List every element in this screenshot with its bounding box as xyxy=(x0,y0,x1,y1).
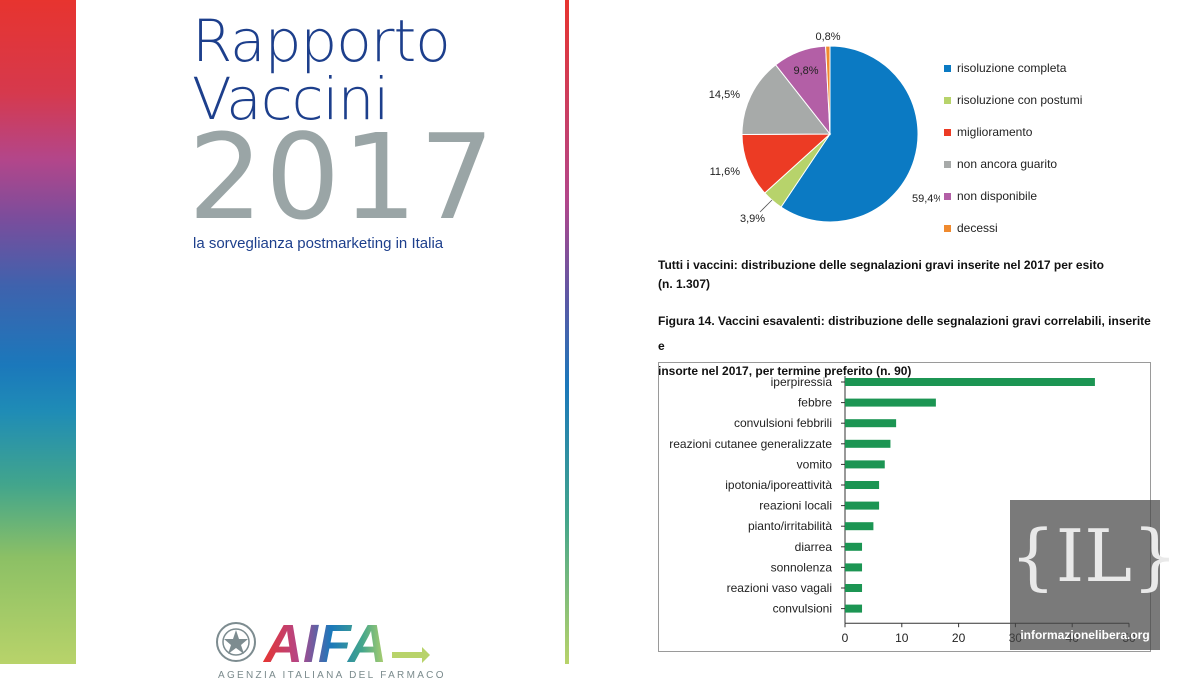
bar xyxy=(845,439,891,448)
legend-item: non ancora guarito xyxy=(944,148,1082,180)
pie-legend: risoluzione completa risoluzione con post… xyxy=(944,52,1082,244)
legend-swatch xyxy=(944,96,951,104)
legend-label: decessi xyxy=(957,221,998,235)
bar xyxy=(845,604,863,613)
x-tick-label: 20 xyxy=(952,631,966,645)
legend-label: risoluzione con postumi xyxy=(957,93,1083,107)
bar-category-label: diarrea xyxy=(795,540,833,554)
pie-caption-line2: (n. 1.307) xyxy=(658,277,711,291)
pie-slice-label: 0,8% xyxy=(815,31,840,43)
pie-chart: 59,4% 3,9% 11,6% 14,5% 9,8% 0,8% xyxy=(709,31,940,225)
pie-caption-line1: Tutti i vaccini: distribuzione delle seg… xyxy=(658,258,1104,272)
cover-title-line2: Vaccini xyxy=(192,65,389,133)
bar xyxy=(845,398,936,407)
bar xyxy=(845,419,897,428)
bar-chart-title: Figura 14. Vaccini esavalenti: distribuz… xyxy=(658,309,1158,384)
bar-category-label: reazioni vaso vagali xyxy=(727,581,832,595)
bar-category-label: sonnolenza xyxy=(771,560,833,574)
legend-label: miglioramento xyxy=(957,125,1033,139)
aifa-logo-text: AIFA xyxy=(262,618,387,666)
x-tick-label: 0 xyxy=(842,631,849,645)
pie-slice-label: 11,6% xyxy=(710,166,741,178)
watermark: {IL} informazioneliberа.org xyxy=(1010,500,1178,650)
bar-chart: iperpiressia febbre convulsioni febbrili re… xyxy=(669,375,1136,645)
cover-color-stripe xyxy=(0,0,76,664)
bar-category-label: convulsioni febbrili xyxy=(734,416,832,430)
pie-slice-label: 14,5% xyxy=(709,89,740,101)
legend-label: non ancora guarito xyxy=(957,157,1058,171)
x-tick-label: 10 xyxy=(895,631,909,645)
legend-item: decessi xyxy=(944,212,1082,244)
bar-category-label: reazioni locali xyxy=(759,499,832,513)
pie-leader-line xyxy=(759,199,773,213)
legend-swatch xyxy=(944,160,951,168)
bar-category-label: iperpiressia xyxy=(771,375,833,389)
bar xyxy=(845,460,885,469)
legend-item: risoluzione completa xyxy=(944,52,1082,84)
bar-title-line2: insorte nel 2017, per termine preferito … xyxy=(658,364,912,378)
bar xyxy=(845,501,880,510)
bar-category-label: pianto/irritabilità xyxy=(748,519,832,533)
bar xyxy=(845,481,880,489)
pie-slice-label: 9,8% xyxy=(793,65,818,77)
bar-category-label: reazioni cutanee generalizzate xyxy=(669,437,832,451)
legend-swatch xyxy=(944,64,951,72)
pie-slice xyxy=(825,45,831,135)
bar-category-label: vomito xyxy=(797,457,833,471)
bar xyxy=(845,563,863,572)
pie-slice-label: 3,9% xyxy=(740,213,765,225)
legend-label: non disponibile xyxy=(957,189,1038,203)
watermark-logo: {IL} xyxy=(1010,514,1178,598)
aifa-logo: AIFA xyxy=(262,618,430,666)
legend-item: risoluzione con postumi xyxy=(944,84,1082,116)
legend-swatch xyxy=(944,128,951,136)
bar xyxy=(845,378,1095,386)
page-divider-stripe xyxy=(565,0,569,664)
pie-slice xyxy=(741,133,832,194)
pie-caption: Tutti i vaccini: distribuzione delle seg… xyxy=(658,256,1118,294)
pie-slice-label: 59,4% xyxy=(912,193,940,205)
agency-name: AGENZIA ITALIANA DEL FARMACO xyxy=(218,670,446,681)
legend-swatch xyxy=(944,224,951,232)
legend-item: miglioramento xyxy=(944,116,1082,148)
bar xyxy=(845,584,863,592)
legend-label: risoluzione completa xyxy=(957,61,1067,75)
legend-swatch xyxy=(944,192,951,200)
cover-year: 2017 xyxy=(188,108,497,246)
bar-category-label: ipotonia/iporeattività xyxy=(725,478,832,492)
cover-title-line1: Rapporto xyxy=(192,7,451,75)
bar-title-line1: Figura 14. Vaccini esavalenti: distribuz… xyxy=(658,314,1151,353)
watermark-text: informazioneliberа.org xyxy=(1020,628,1150,642)
bar-category-label: febbre xyxy=(798,396,832,410)
pie-slice xyxy=(741,64,832,136)
pie-slice xyxy=(780,45,919,223)
legend-item: non disponibile xyxy=(944,180,1082,212)
italian-republic-emblem-icon xyxy=(216,622,256,662)
cover-subtitle: la sorveglianza postmarketing in Italia xyxy=(193,235,444,252)
bar xyxy=(845,522,874,531)
bar xyxy=(845,542,863,551)
bar-category-label: convulsioni xyxy=(773,602,832,616)
